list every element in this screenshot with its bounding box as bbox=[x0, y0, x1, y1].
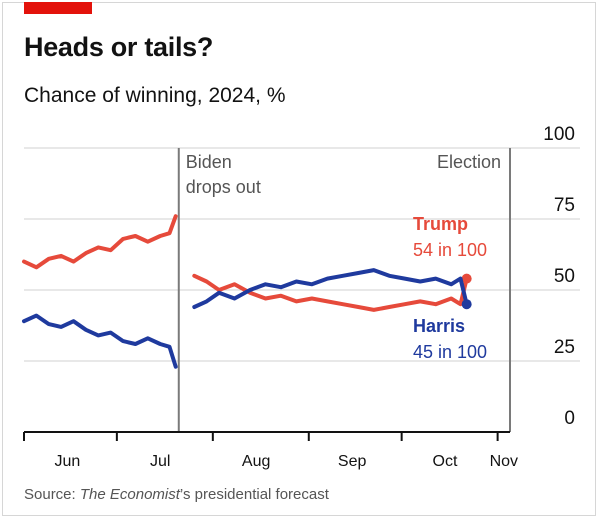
x-tick-label-aug: Aug bbox=[242, 453, 270, 470]
y-tick-labels: 0 25 50 75 100 bbox=[543, 124, 575, 429]
x-tick-label-jun: Jun bbox=[54, 453, 80, 470]
harris-line-segment-0 bbox=[22, 313, 178, 369]
grid-lines bbox=[24, 147, 580, 362]
trump-line-segment-1 bbox=[192, 273, 469, 312]
x-tick-label-jul: Jul bbox=[150, 453, 170, 470]
series-lines bbox=[22, 214, 472, 369]
trump-label-name: Trump bbox=[413, 214, 468, 234]
event-annotation-0-1: drops out bbox=[186, 177, 261, 197]
source-suffix: ’s presidential forecast bbox=[179, 486, 329, 503]
x-tick-label-oct: Oct bbox=[433, 453, 458, 470]
x-tick-label-nov: Nov bbox=[490, 453, 518, 470]
y-tick-label-25: 25 bbox=[554, 337, 575, 358]
trump-label-value: 54 in 100 bbox=[413, 240, 487, 260]
harris-label-name: Harris bbox=[413, 316, 465, 336]
source-note: Source: The Economist’s presidential for… bbox=[24, 486, 329, 503]
brand-accent-bar bbox=[24, 2, 92, 14]
source-publication: The Economist bbox=[79, 486, 180, 503]
trump-line-segment-0 bbox=[22, 214, 178, 270]
event-annotation-0-0: Biden bbox=[186, 152, 232, 172]
y-tick-label-75: 75 bbox=[554, 195, 575, 216]
event-markers: Biden drops out Election bbox=[177, 148, 511, 432]
harris-line-segment-1 bbox=[192, 268, 469, 309]
x-tick-label-sep: Sep bbox=[338, 453, 367, 470]
y-tick-label-0: 0 bbox=[564, 408, 575, 429]
harris-label-value: 45 in 100 bbox=[413, 342, 487, 362]
chart-title: Heads or tails? bbox=[24, 32, 214, 62]
chart-frame bbox=[2, 2, 596, 516]
y-tick-label-100: 100 bbox=[543, 124, 575, 145]
y-tick-label-50: 50 bbox=[554, 266, 575, 287]
chart-subtitle: Chance of winning, 2024, % bbox=[24, 84, 286, 107]
source-prefix: Source: bbox=[24, 486, 80, 503]
x-axis: Jun Jul Aug Sep Oct Nov bbox=[23, 431, 518, 470]
series-labels: Trump 54 in 100 Harris 45 in 100 bbox=[413, 214, 487, 362]
harris-end-point bbox=[461, 299, 472, 310]
event-annotation-1-0: Election bbox=[437, 152, 501, 172]
trump-end-point bbox=[461, 273, 472, 284]
